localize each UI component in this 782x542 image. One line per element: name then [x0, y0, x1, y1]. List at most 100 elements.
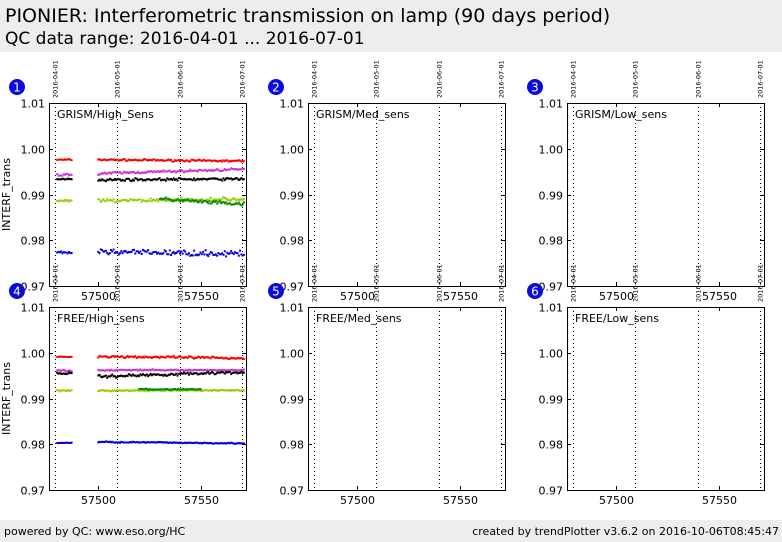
data-point	[144, 441, 147, 444]
data-point	[173, 373, 176, 376]
data-point	[65, 251, 68, 254]
data-point	[166, 441, 169, 444]
date-marker-label: 2016-04-01	[52, 264, 60, 302]
data-point	[140, 389, 143, 392]
data-point	[101, 178, 104, 181]
data-point	[149, 179, 152, 182]
data-point	[218, 372, 221, 374]
data-point	[57, 250, 60, 253]
data-point	[222, 371, 225, 374]
data-point	[161, 197, 164, 200]
data-point	[150, 159, 153, 162]
data-point	[159, 252, 162, 255]
data-point	[108, 199, 111, 202]
data-point	[235, 442, 238, 445]
data-point	[170, 171, 173, 174]
data-point	[103, 199, 106, 202]
data-point	[112, 375, 115, 378]
data-point	[181, 198, 184, 201]
data-point	[60, 158, 63, 161]
data-point	[65, 441, 68, 444]
data-point	[173, 252, 176, 255]
data-point	[217, 389, 220, 392]
data-point	[193, 200, 196, 203]
data-series	[56, 440, 245, 445]
data-point	[69, 178, 72, 180]
data-point	[207, 255, 210, 258]
data-point	[70, 370, 73, 373]
data-series	[56, 248, 245, 258]
data-point	[165, 374, 167, 377]
data-point	[177, 199, 180, 202]
data-point	[127, 390, 130, 392]
data-point	[150, 441, 153, 444]
data-point	[214, 442, 217, 445]
data-point	[200, 369, 203, 372]
data-point	[163, 356, 166, 359]
data-point	[182, 171, 185, 174]
data-point	[199, 441, 202, 444]
data-point	[185, 199, 188, 202]
data-point	[119, 171, 121, 174]
data-point	[156, 441, 158, 444]
data-point	[133, 356, 135, 359]
data-point	[156, 388, 159, 391]
data-point	[115, 376, 118, 379]
data-point	[208, 372, 211, 375]
data-point	[168, 373, 171, 376]
data-point	[194, 159, 197, 162]
data-point	[196, 441, 199, 444]
data-point	[175, 199, 178, 202]
data-point	[120, 374, 123, 377]
y-tick-label: 0.99	[539, 190, 564, 203]
data-point	[156, 252, 158, 255]
data-point	[125, 177, 128, 180]
data-point	[209, 202, 212, 205]
data-point	[217, 160, 220, 163]
date-marker-label: 2016-06-01	[436, 264, 444, 302]
data-point	[101, 376, 104, 379]
data-point	[161, 178, 164, 181]
data-point	[240, 168, 243, 171]
data-point	[184, 369, 187, 372]
data-point	[129, 389, 132, 392]
data-point	[98, 158, 101, 161]
data-point	[62, 372, 65, 375]
data-point	[242, 368, 245, 371]
data-point	[113, 369, 116, 372]
data-point	[202, 159, 205, 162]
data-point	[56, 371, 59, 374]
data-point	[139, 368, 142, 371]
data-point	[163, 369, 166, 372]
data-point	[60, 174, 63, 177]
plot-frame	[308, 307, 506, 491]
data-point	[172, 160, 175, 163]
data-point	[108, 356, 111, 359]
data-point	[234, 371, 236, 374]
data-point	[99, 441, 102, 444]
data-point	[181, 169, 184, 172]
data-point	[165, 441, 167, 444]
panel-label: FREE/Med_sens	[316, 312, 402, 325]
data-point	[144, 200, 147, 203]
data-point	[159, 355, 162, 358]
data-point	[230, 250, 233, 253]
data-point	[70, 199, 73, 202]
data-point	[135, 375, 138, 378]
data-point	[107, 356, 110, 359]
data-point	[228, 442, 231, 445]
data-point	[188, 355, 190, 358]
data-point	[186, 178, 189, 181]
data-point	[143, 388, 146, 391]
data-point	[69, 158, 72, 161]
data-point	[204, 369, 207, 372]
data-point	[149, 159, 152, 161]
data-point	[208, 177, 211, 180]
date-marker-label: 2016-06-01	[177, 264, 185, 302]
data-point	[222, 177, 225, 180]
data-point	[198, 389, 201, 392]
data-point	[189, 178, 192, 181]
data-point	[236, 198, 239, 201]
panel-number-badge	[9, 283, 25, 299]
data-point	[99, 355, 102, 358]
